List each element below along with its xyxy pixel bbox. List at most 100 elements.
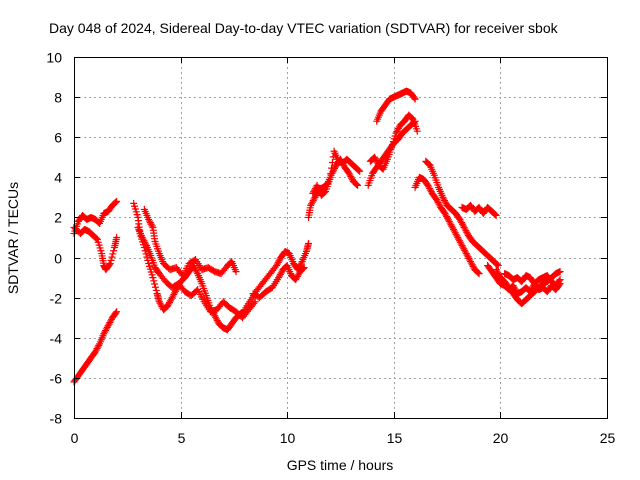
data-point [94, 343, 102, 351]
data-point [190, 263, 198, 271]
data-point [475, 270, 483, 278]
data-point [102, 327, 110, 335]
data-point [354, 181, 362, 189]
data-point [441, 209, 449, 217]
data-point [105, 261, 113, 269]
data-point [491, 211, 499, 219]
data-point [152, 286, 160, 294]
data-point [448, 222, 456, 230]
data-point [411, 95, 419, 103]
data-point [95, 341, 103, 349]
data-point [113, 308, 121, 316]
plot-frame [74, 57, 608, 419]
data-point [92, 234, 100, 242]
x-tick-label: 5 [178, 430, 186, 446]
data-point [139, 235, 147, 243]
data-point [103, 323, 111, 331]
data-point [413, 127, 421, 135]
data-point [510, 283, 518, 291]
data-point [393, 128, 401, 136]
data-point [112, 198, 120, 206]
y-tick-label: 10 [46, 50, 62, 66]
data-point [345, 169, 353, 177]
data-point [452, 230, 460, 238]
x-tick-label: 20 [493, 430, 509, 446]
data-point [463, 228, 471, 236]
data-point [192, 266, 200, 274]
data-point [156, 299, 164, 307]
data-point [490, 210, 498, 218]
data-point [454, 234, 462, 241]
data-point [141, 238, 149, 246]
data-point [232, 268, 240, 276]
data-point [424, 181, 432, 189]
data-point [492, 266, 500, 274]
data-point [308, 198, 316, 206]
data-point [435, 200, 443, 208]
axis-ticks: 0 5 10 15 20 25 -8 -6 -4 -2 0 2 4 6 8 10 [46, 50, 615, 447]
data-point [457, 240, 465, 248]
data-point [462, 250, 470, 258]
data-point [297, 259, 305, 267]
data-point [292, 276, 300, 284]
data-point [294, 271, 302, 279]
data-point [373, 158, 381, 166]
data-point [354, 166, 362, 174]
data-point [469, 262, 477, 270]
data-point [444, 214, 452, 222]
x-tick-label: 25 [600, 430, 616, 446]
data-point [102, 325, 110, 333]
data-point [556, 280, 564, 288]
data-point [164, 302, 172, 310]
data-point [467, 259, 475, 267]
data-point [458, 219, 466, 227]
y-tick-label: 8 [54, 90, 62, 106]
data-point [353, 181, 361, 189]
data-point [447, 221, 455, 229]
data-point [212, 313, 220, 321]
data-point [371, 153, 379, 161]
y-tick-label: 6 [54, 130, 62, 146]
data-point [392, 129, 400, 137]
data-point [328, 158, 336, 166]
data-point [347, 173, 355, 181]
data-point [307, 201, 315, 209]
data-point [449, 225, 457, 233]
data-point [310, 195, 318, 203]
data-point [467, 258, 475, 266]
data-point [113, 197, 121, 205]
data-point [276, 272, 284, 280]
data-point [407, 114, 415, 122]
data-point [310, 188, 318, 196]
data-point [166, 297, 174, 305]
data-point [446, 219, 454, 227]
data-point [394, 124, 402, 132]
data-point [433, 197, 441, 205]
data-point [511, 285, 519, 293]
data-point [455, 235, 463, 243]
y-tick-label: 0 [54, 251, 62, 267]
data-point [440, 195, 448, 203]
data-point [355, 167, 363, 175]
y-tick-label: -4 [50, 331, 63, 347]
data-point [146, 219, 154, 227]
data-point [109, 250, 117, 258]
data-point [107, 317, 115, 325]
data-point [459, 222, 467, 230]
data-point [91, 348, 99, 356]
grid [74, 57, 607, 418]
data-point [321, 188, 329, 196]
data-point [458, 242, 466, 250]
data-point [468, 261, 476, 269]
data-point [171, 287, 179, 295]
data-point [138, 234, 146, 241]
data-point [100, 330, 108, 338]
data-point [527, 286, 535, 294]
x-tick-label: 10 [280, 430, 296, 446]
data-point [293, 272, 301, 280]
data-point [157, 301, 165, 309]
data-point [309, 197, 317, 205]
data-point [311, 193, 319, 201]
data-point [275, 257, 283, 265]
